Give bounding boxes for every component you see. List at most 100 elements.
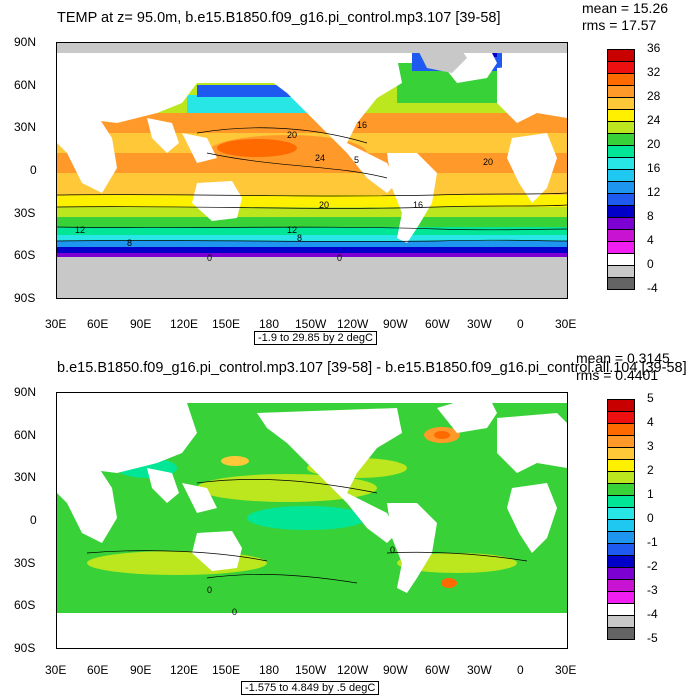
colorbar-label: 28 [647,89,661,103]
colorbar-label: 5 [647,391,654,405]
contour-value-label: 8 [297,233,302,243]
bottom-contour-lines [86,479,528,584]
colorbar-label: 4 [647,415,654,429]
colorbar-swatch [607,627,635,640]
colorbar-label: -5 [647,631,658,645]
bottom-lon-label: 90W [383,663,408,677]
colorbar-label: -1 [647,535,658,549]
top-colorbar: 36 32 28 24 20 16 12 8 4 0 -4 [607,41,660,295]
colorbar-label: 4 [647,233,654,247]
top-lat-label: 0 [30,163,37,177]
bottom-land-masses [57,393,567,648]
contour-value-label: 20 [287,130,297,140]
bottom-lat-label: 30S [14,556,36,570]
bottom-map-svg: 0 0 0 [57,393,567,648]
bottom-lon-label: 30W [467,663,492,677]
contour-value-label: 24 [315,153,325,163]
top-ice-land [57,43,567,298]
bottom-lat-label: 60S [14,598,36,612]
top-lat-label: 90S [14,291,36,305]
bottom-contour-range-box: -1.575 to 4.849 by .5 degC [241,681,380,695]
colorbar-label: 12 [647,185,661,199]
top-lon-label: 150E [212,317,241,331]
bottom-lat-label: 0 [30,513,37,527]
contour-value-label: 0 [232,607,237,617]
colorbar-label: 8 [647,209,654,223]
bottom-lon-label: 0 [517,663,524,677]
top-lon-label: 90E [130,317,152,331]
contour-value-label: 16 [413,200,423,210]
top-lat-label: 90N [14,35,37,49]
top-lon-label: 0 [517,317,524,331]
colorbar-label: 20 [647,137,661,151]
bottom-lat-label: 90S [14,641,36,655]
colorbar-label: -4 [647,281,658,295]
bottom-lon-label: 120E [170,663,199,677]
top-lon-label: 30W [467,317,492,331]
bottom-lon-label: 150W [295,663,327,677]
bottom-lon-label: 30E [555,663,577,677]
bottom-lon-label: 90E [130,663,152,677]
bottom-lon-label: 60W [425,663,450,677]
bottom-panel: b.e15.B1850.f09_g16.pi_control.mp3.107 [… [0,350,700,700]
contour-value-label: 0 [207,585,212,595]
bottom-lon-label: 180 [259,663,280,677]
top-lon-label: 120W [337,317,369,331]
colorbar-swatch [607,277,635,290]
colorbar-label: 1 [647,487,654,501]
top-lat-label: 60N [14,78,37,92]
bottom-mean-stat: mean = 0.3145 [576,350,670,366]
top-lon-label: 180 [259,317,280,331]
contour-value-label: 8 [127,238,132,248]
colorbar-label: 0 [647,257,654,271]
top-lon-label: 60E [87,317,109,331]
colorbar-label: 32 [647,65,661,79]
bottom-rms-stat: rms = 0.4401 [576,367,659,383]
bottom-panel-title: b.e15.B1850.f09_g16.pi_control.mp3.107 [… [57,360,687,376]
bottom-colorbar: 5 4 3 2 1 0 -1 -2 -3 -4 -5 [607,391,658,645]
contour-value-label: 20 [319,200,329,210]
top-lon-label: 150W [295,317,327,331]
colorbar-label: 2 [647,463,654,477]
contour-value-label: 0 [207,253,212,263]
bottom-lon-label: 30E [45,663,67,677]
top-lon-label: 30E [555,317,577,331]
colorbar-label: 16 [647,161,661,175]
bottom-lat-label: 30N [14,470,37,484]
contour-value-label: 0 [337,253,342,263]
bottom-lon-label: 60E [87,663,109,677]
colorbar-label: -3 [647,583,658,597]
top-contour-lines [57,127,567,242]
colorbar-label: -2 [647,559,658,573]
colorbar-label: -4 [647,607,658,621]
bottom-lon-label: 120W [337,663,369,677]
contour-value-label: 20 [483,157,493,167]
bottom-lat-label: 60N [14,428,37,442]
contour-value-label: 5 [354,155,359,165]
bottom-lat-label: 90N [14,385,37,399]
bottom-lon-label: 150E [212,663,241,677]
colorbar-label: 36 [647,41,661,55]
top-lon-label: 120E [170,317,199,331]
bottom-difference-map: 0 0 0 [56,392,568,649]
colorbar-label: 0 [647,511,654,525]
contour-value-label: 12 [287,225,297,235]
colorbar-label: 24 [647,113,661,127]
top-lat-label: 60S [14,248,36,262]
contour-value-label: 0 [390,545,395,555]
top-rms-stat: rms = 17.57 [582,17,657,33]
colorbar-label: 3 [647,439,654,453]
top-lon-label: 60W [425,317,450,331]
top-land-masses [57,43,567,243]
top-panel: TEMP at z= 95.0m, b.e15.B1850.f09_g16.pi… [14,0,669,345]
top-lat-label: 30N [14,120,37,134]
top-temperature-map: 20 16 24 5 20 16 20 12 12 8 8 0 0 [56,42,568,299]
bottom-contour-value-labels: 0 0 0 [207,545,395,617]
top-contour-range-box: -1.9 to 29.85 by 2 degC [254,331,377,345]
top-mean-stat: mean = 15.26 [582,0,669,16]
top-lon-label: 30E [45,317,67,331]
contour-value-label: 16 [357,120,367,130]
top-lat-label: 30S [14,206,36,220]
